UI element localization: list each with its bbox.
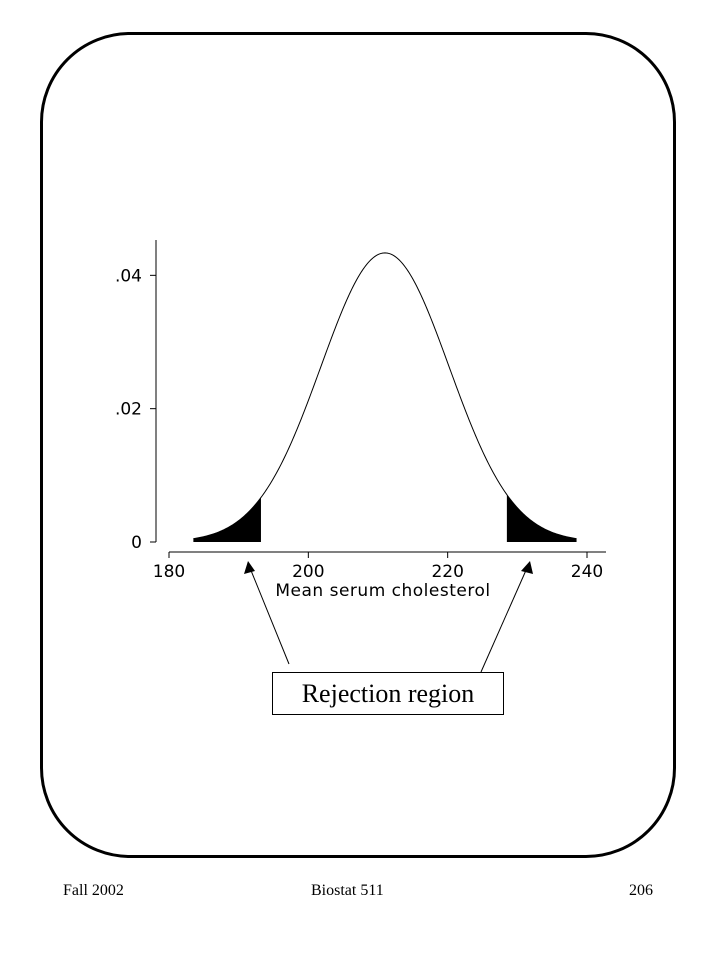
x-tick-label: 200 <box>292 562 324 582</box>
y-axis-ticks: 0 .02 .04 <box>115 266 156 553</box>
rejection-region-lower <box>193 497 261 542</box>
y-tick-label: .04 <box>115 266 142 286</box>
footer-course: Biostat 511 <box>311 882 384 899</box>
callout-arrow-left <box>249 567 290 665</box>
rejection-region-upper <box>506 494 577 542</box>
y-tick-label: 0 <box>131 533 142 553</box>
callout-arrows <box>244 561 533 673</box>
arrowhead-left-icon <box>244 561 255 574</box>
x-axis-title: Mean serum cholesterol <box>275 581 490 601</box>
arrowhead-right-icon <box>521 561 533 574</box>
plot-area <box>193 252 577 542</box>
x-axis-ticks: 180 200 220 240 <box>153 552 603 582</box>
footer-page-number: 206 <box>629 882 653 899</box>
y-tick-label: .02 <box>115 400 142 420</box>
callout-arrow-right <box>480 567 528 673</box>
x-tick-label: 220 <box>431 562 463 582</box>
x-tick-label: 180 <box>153 562 185 582</box>
x-tick-label: 240 <box>571 562 603 582</box>
footer-term: Fall 2002 <box>63 882 124 899</box>
callout-label: Rejection region <box>301 678 475 708</box>
density-curve <box>193 252 577 540</box>
rejection-region-callout: Rejection region <box>272 672 504 715</box>
slide-frame <box>40 32 676 858</box>
